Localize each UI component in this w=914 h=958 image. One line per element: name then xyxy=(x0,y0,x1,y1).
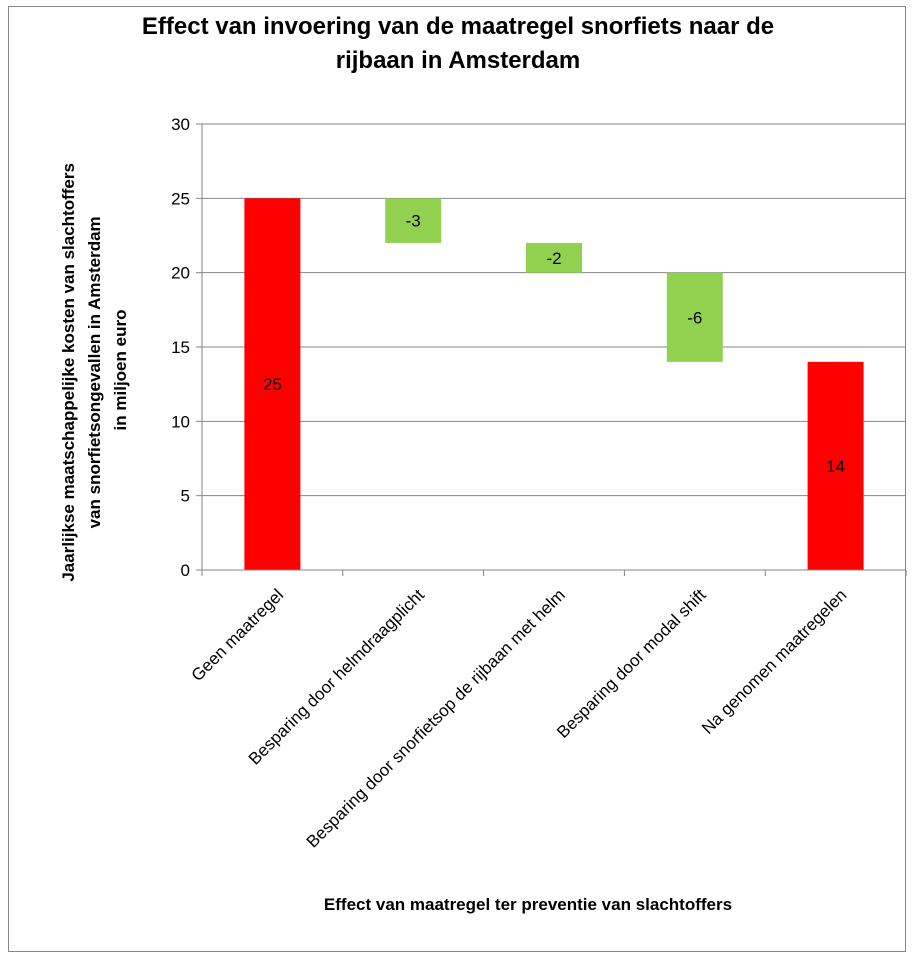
x-axis-title: Effect van maatregel ter preventie van s… xyxy=(324,895,732,914)
x-category-label: Geen maatregel xyxy=(188,585,288,685)
data-label: -6 xyxy=(687,308,702,327)
data-label: -3 xyxy=(406,212,421,231)
y-tick-label: 30 xyxy=(171,115,190,134)
y-tick-label: 20 xyxy=(171,264,190,283)
x-category-label: Besparing door snorfietsop de rijbaan me… xyxy=(303,585,569,851)
bars xyxy=(244,198,864,571)
gridlines xyxy=(202,123,906,497)
y-axis-title: Jaarlijkse maatschappelijke kosten van s… xyxy=(59,158,130,581)
y-axis-title-line-2: van snorfietsongevallen in Amsterdam xyxy=(85,216,104,528)
y-axis-title-line-3: in miljoen euro xyxy=(111,310,130,431)
y-tick-label: 25 xyxy=(171,189,190,208)
data-label: -2 xyxy=(546,249,561,268)
axes xyxy=(196,123,907,576)
x-category-label: Na genomen maatregelen xyxy=(698,585,850,737)
bar-decrease xyxy=(526,242,582,273)
bar-decrease xyxy=(385,198,442,243)
y-axis-title-line-1: Jaarlijkse maatschappelijke kosten van s… xyxy=(59,163,78,582)
data-label: 25 xyxy=(263,375,282,394)
y-tick-label: 10 xyxy=(171,412,190,431)
chart-frame xyxy=(8,6,906,952)
bar-decrease xyxy=(666,272,723,362)
bar-total xyxy=(244,198,301,571)
y-tick-label: 15 xyxy=(171,338,190,357)
chart-title: Effect van invoering van de maatregel sn… xyxy=(141,13,775,74)
y-tick-label: 0 xyxy=(181,561,190,580)
bar-total xyxy=(807,361,864,570)
x-category-label: Besparing door modal shift xyxy=(553,585,710,742)
data-label: 14 xyxy=(826,457,845,476)
y-tick-label: 5 xyxy=(181,487,190,506)
